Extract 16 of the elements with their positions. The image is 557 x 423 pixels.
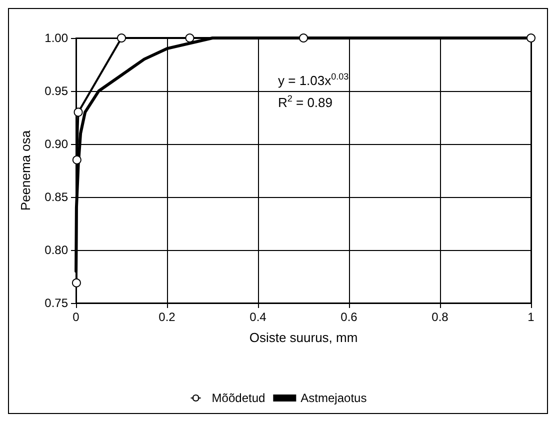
x-axis-title: Osiste suurus, mm — [249, 330, 358, 345]
y-tick-label: 0.85 — [44, 190, 68, 204]
x-tick-label: 1 — [528, 310, 535, 324]
y-tick-label: 0.75 — [44, 296, 68, 310]
y-axis-title: Peenema osa — [18, 130, 33, 211]
x-tick-label: 0.6 — [340, 310, 358, 324]
legend-label: Astmejaotus — [300, 391, 367, 405]
y-tick-label: 1.00 — [44, 31, 68, 45]
legend-label: Mõõdetud — [212, 391, 266, 405]
x-tick-label: 0.4 — [250, 310, 267, 324]
y-tick-label: 0.90 — [44, 137, 68, 151]
x-tick-label: 0.8 — [432, 310, 449, 324]
y-tick-label: 0.80 — [44, 243, 68, 257]
x-tick-label: 0 — [72, 310, 80, 324]
x-tick-label: 0.2 — [158, 310, 176, 324]
y-tick-label: 0.95 — [44, 84, 68, 98]
